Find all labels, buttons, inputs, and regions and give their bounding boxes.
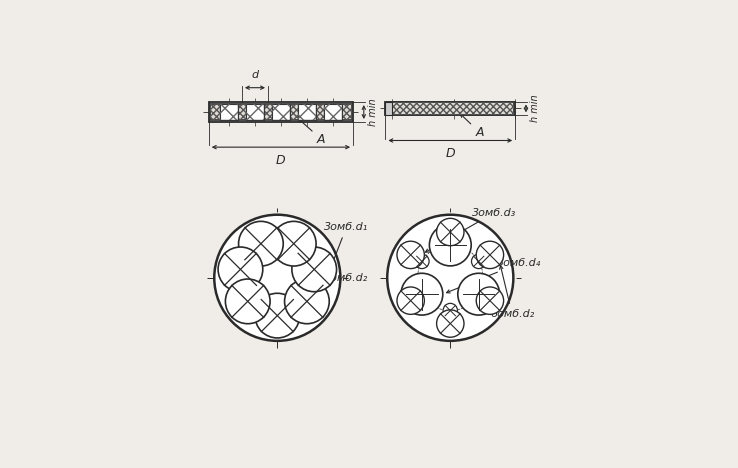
Circle shape: [255, 293, 300, 338]
Circle shape: [397, 287, 424, 314]
Bar: [246, 104, 264, 119]
Bar: [246, 104, 264, 119]
Circle shape: [214, 215, 340, 341]
Bar: [210, 104, 351, 120]
Circle shape: [430, 224, 471, 266]
Circle shape: [458, 273, 500, 315]
Bar: [324, 104, 342, 119]
Text: A: A: [298, 119, 325, 146]
Bar: [272, 104, 290, 119]
Bar: [324, 104, 342, 119]
Bar: [272, 104, 290, 119]
Circle shape: [285, 279, 329, 324]
Text: d: d: [252, 70, 258, 80]
Circle shape: [397, 241, 424, 269]
Bar: [385, 102, 392, 115]
Bar: [387, 102, 514, 115]
Bar: [387, 102, 514, 115]
Bar: [385, 102, 515, 115]
Circle shape: [472, 254, 486, 269]
Text: D: D: [446, 147, 455, 160]
Bar: [220, 104, 238, 119]
Text: 3омб.d₄: 3омб.d₄: [446, 258, 542, 293]
Text: 3омб.d₃: 3омб.d₃: [425, 208, 516, 252]
Bar: [298, 104, 316, 119]
Circle shape: [415, 254, 429, 269]
Bar: [220, 104, 238, 119]
Circle shape: [218, 247, 263, 292]
Circle shape: [292, 247, 337, 292]
Circle shape: [225, 279, 270, 324]
Circle shape: [238, 221, 283, 266]
Circle shape: [443, 303, 458, 318]
Bar: [209, 102, 353, 122]
Circle shape: [476, 287, 503, 314]
Text: 3омб.d₁: 3омб.d₁: [322, 222, 368, 291]
Text: h min: h min: [531, 95, 540, 122]
Bar: [210, 104, 351, 120]
Text: 6омб.d₂: 6омб.d₂: [490, 266, 534, 319]
Circle shape: [476, 241, 503, 269]
Text: D: D: [276, 154, 286, 167]
Text: 3омб.d₂: 3омб.d₂: [300, 273, 368, 296]
Circle shape: [272, 221, 316, 266]
Circle shape: [437, 310, 464, 337]
Text: h min: h min: [368, 98, 378, 126]
Circle shape: [401, 273, 443, 315]
Circle shape: [437, 218, 464, 246]
Bar: [298, 104, 316, 119]
Text: A: A: [461, 114, 484, 139]
Circle shape: [387, 215, 514, 341]
